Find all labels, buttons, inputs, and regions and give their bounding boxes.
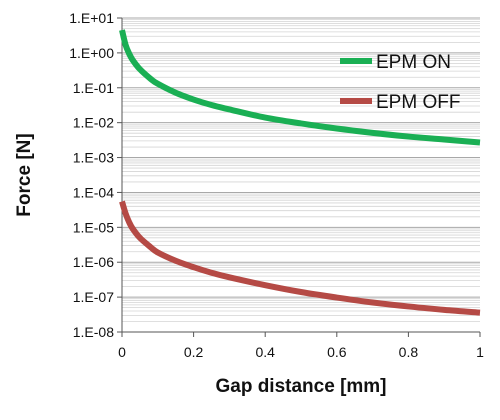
x-tick-label: 0.6: [327, 344, 347, 360]
y-tick-label: 1.E-01: [73, 80, 114, 96]
y-tick-label: 1.E-07: [73, 289, 114, 305]
series-line-0: [119, 29, 481, 146]
minor-gridlines: [122, 19, 480, 322]
y-tick-labels: 1.E+01 1.E+00 1.E-01 1.E-02 1.E-03 1.E-04 1.E-…: [69, 10, 114, 340]
x-tick-labels: 0 0.2 0.4 0.6 0.8 1: [118, 344, 484, 360]
x-tick-label: 0.2: [184, 344, 204, 360]
x-tick-marks: [121, 332, 481, 337]
x-tick-label: 1: [476, 344, 484, 360]
series-line-1: [119, 200, 481, 316]
y-tick-label: 1.E-06: [73, 254, 114, 270]
y-tick-label: 1.E+00: [69, 45, 114, 61]
y-tick-label: 1.E-03: [73, 150, 114, 166]
y-tick-label: 1.E-05: [73, 219, 114, 235]
x-tick-label: 0.8: [399, 344, 419, 360]
y-tick-label: 1.E+01: [69, 10, 114, 26]
y-tick-label: 1.E-08: [73, 324, 114, 340]
series-lines: [119, 29, 481, 316]
legend: EPM ON EPM OFF: [340, 52, 460, 113]
legend-label: EPM OFF: [376, 92, 460, 113]
x-tick-label: 0: [118, 344, 126, 360]
x-tick-label: 0.4: [255, 344, 275, 360]
x-axis-title: Gap distance [mm]: [215, 376, 386, 397]
legend-label: EPM ON: [376, 52, 451, 73]
y-tick-marks: [117, 17, 122, 333]
y-axis-title: Force [N]: [14, 133, 35, 216]
y-tick-label: 1.E-02: [73, 115, 114, 131]
y-tick-label: 1.E-04: [73, 184, 114, 200]
